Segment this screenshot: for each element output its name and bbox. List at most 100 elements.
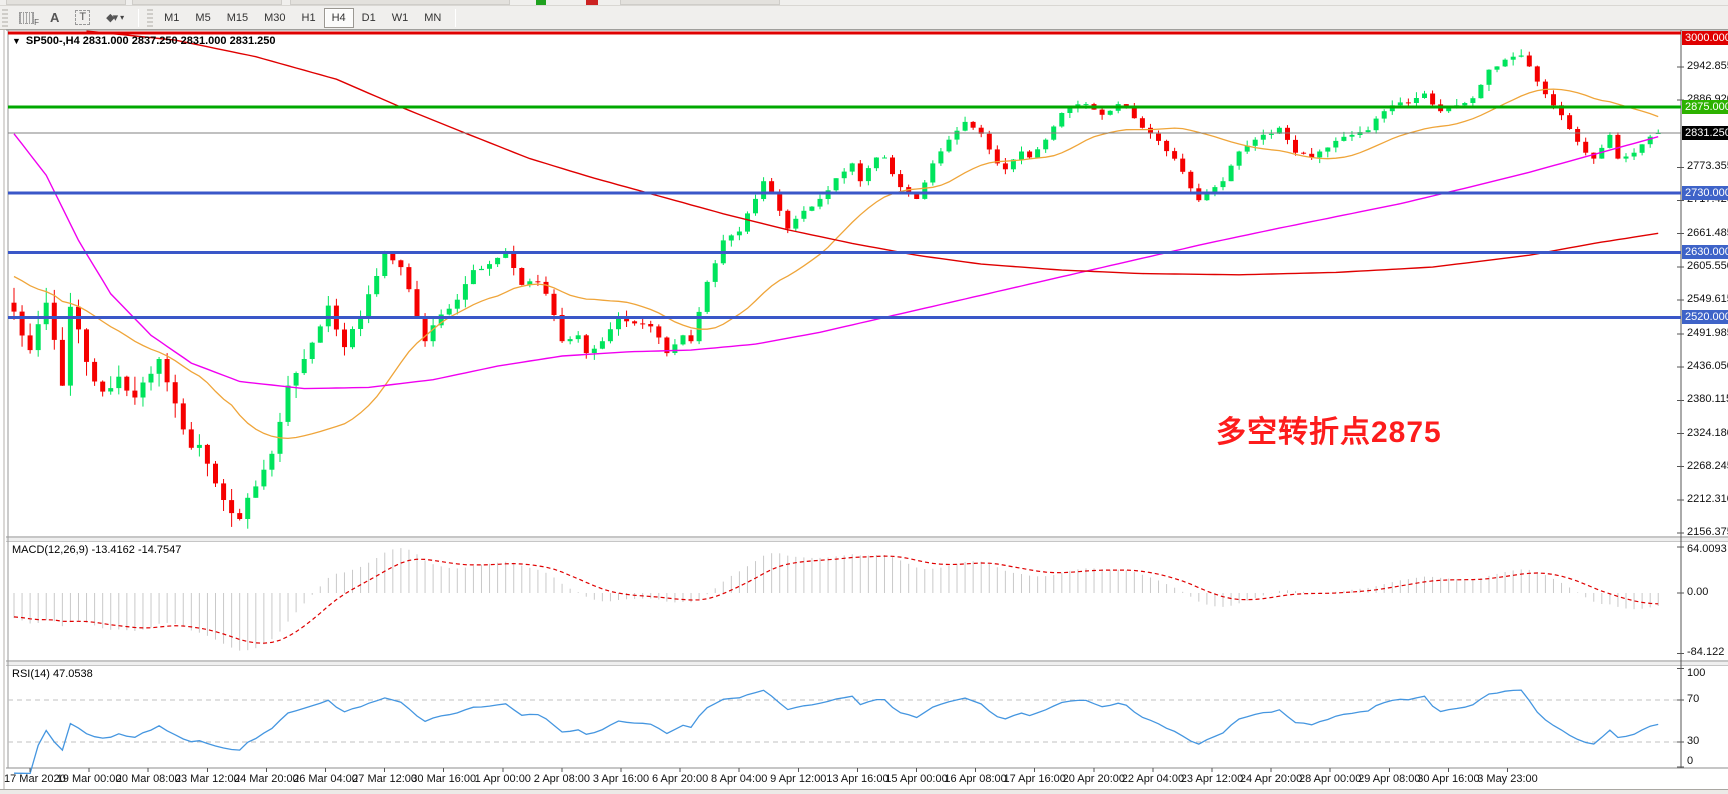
grid-f-icon: F xyxy=(19,11,39,27)
time-axis-label: 22 Apr 04:00 xyxy=(1121,773,1185,785)
price-badge-2875.000: 2875.000 xyxy=(1682,100,1728,115)
tf-button-mn[interactable]: MN xyxy=(424,11,442,24)
tf-button-m5[interactable]: M5 xyxy=(195,11,211,24)
rsi-indicator-label: RSI(14) 47.0538 xyxy=(12,668,93,680)
time-axis-label: 13 Apr 16:00 xyxy=(826,773,889,785)
time-axis-label: 19 Mar 00:00 xyxy=(56,773,122,785)
time-axis-label: 29 Apr 08:00 xyxy=(1358,773,1421,785)
grid-tool-button[interactable]: F xyxy=(11,8,42,28)
tf-button-h4[interactable]: H4 xyxy=(323,7,354,28)
tf-button-w1[interactable]: W1 xyxy=(391,11,409,24)
rsi-axis-label: 100 xyxy=(1687,667,1706,679)
price-tick-label: 2212.310 xyxy=(1687,492,1728,505)
time-axis-label: 6 Apr 20:00 xyxy=(651,773,709,785)
time-axis-label: 20 Mar 08:00 xyxy=(115,773,181,785)
time-axis-label: 9 Apr 12:00 xyxy=(770,773,827,785)
label-a-icon: A xyxy=(50,10,60,25)
rsi-line xyxy=(13,689,1659,775)
time-axis-label: 8 Apr 04:00 xyxy=(711,773,768,785)
rsi-axis-label: 30 xyxy=(1687,735,1700,747)
price-tick-label: 2942.855 xyxy=(1687,59,1728,72)
chart-background xyxy=(0,30,1728,794)
toolbar-separator xyxy=(138,8,140,27)
time-axis-label: 3 Apr 16:00 xyxy=(592,773,650,785)
ma-slow-red-line xyxy=(86,30,1659,276)
tf-button-h1[interactable]: H1 xyxy=(301,11,316,24)
time-axis-label: 24 Mar 20:00 xyxy=(233,773,299,785)
time-axis-label: 16 Apr 08:00 xyxy=(944,773,1007,785)
macd-indicator-label: MACD(12,26,9) -13.4162 -14.7547 xyxy=(12,544,182,556)
toolbar-separator xyxy=(455,8,457,27)
time-axis-label: 17 Apr 16:00 xyxy=(1003,773,1066,785)
toolbar-grip[interactable] xyxy=(147,8,154,27)
chart-title[interactable]: ▼ SP500-,H4 2831.000 2837.250 2831.000 28… xyxy=(12,35,275,47)
arrow-label-tool-button[interactable]: A xyxy=(42,8,67,28)
toolbar-stub xyxy=(620,0,780,5)
text-tool-button[interactable]: T xyxy=(67,8,98,28)
time-axis-label: 1 Apr 00:00 xyxy=(474,773,531,785)
price-tick-label: 2324.180 xyxy=(1687,426,1728,439)
tf-button-m15[interactable]: M15 xyxy=(226,11,249,24)
shapes-icon: ◆▾ xyxy=(106,12,118,24)
time-axis-label: 30 Mar 16:00 xyxy=(411,773,477,785)
text-t-icon: T xyxy=(75,10,91,25)
toolbar-stub xyxy=(132,0,282,5)
toolbar-stub xyxy=(290,0,510,5)
time-axis-label: 20 Apr 20:00 xyxy=(1062,773,1125,785)
top-toolbar-partial xyxy=(0,0,1728,6)
time-axis-label: 23 Apr 12:00 xyxy=(1180,773,1244,785)
ma-mid-magenta-line xyxy=(13,133,1659,390)
macd-histogram xyxy=(13,548,1659,651)
time-axis-label: 3 May 23:00 xyxy=(1477,773,1538,785)
time-axis-label: 17 Mar 2020 xyxy=(4,773,66,785)
macd-axis-label: -84.122 xyxy=(1687,646,1725,659)
new-order-partial-icon xyxy=(536,0,546,5)
time-axis-label: 27 Mar 12:00 xyxy=(352,773,418,785)
tf-button-m30[interactable]: M30 xyxy=(264,11,286,24)
price-tick-label: 2436.050 xyxy=(1687,360,1728,373)
price-tick-label: 2268.245 xyxy=(1687,459,1728,472)
time-axis-label: 24 Apr 20:00 xyxy=(1239,773,1303,785)
time-axis-label: 23 Mar 12:00 xyxy=(174,773,240,785)
chart-title-text: SP500-,H4 2831.000 2837.250 2831.000 283… xyxy=(25,35,276,47)
macd-axis-label: 0.00 xyxy=(1687,586,1709,598)
tf-button-d1[interactable]: D1 xyxy=(361,11,376,24)
shapes-tool-button[interactable]: ◆▾ ▾ xyxy=(98,8,132,28)
price-badge-2831.250: 2831.250 xyxy=(1682,126,1728,140)
price-badge-3000.000: 3000.000 xyxy=(1682,31,1728,45)
macd-signal-line xyxy=(13,555,1659,644)
symbol-dropdown-icon[interactable]: ▼ xyxy=(12,36,21,46)
timeframe-button-group: M1 M5 M15 M30 H1 H4 D1 W1 MN xyxy=(156,7,449,28)
time-axis-label: 28 Apr 00:00 xyxy=(1298,773,1362,785)
chart-toolbar: F A T ◆▾ ▾ M1 M5 M15 M30 H1 H4 D1 W1 MN xyxy=(0,6,1728,30)
time-axis-label: 15 Apr 00:00 xyxy=(885,773,948,785)
price-tick-label: 2491.985 xyxy=(1687,327,1728,340)
time-axis-label: 26 Mar 04:00 xyxy=(293,773,358,785)
price-badge-2520.000: 2520.000 xyxy=(1682,310,1728,325)
toolbar-grip[interactable] xyxy=(2,8,8,27)
partial-red-icon xyxy=(586,0,598,5)
chart-text-annotation[interactable]: 多空转折点2875 xyxy=(1216,416,1442,449)
rsi-axis-label: 70 xyxy=(1687,693,1700,705)
toolbar-stub xyxy=(6,0,126,5)
price-tick-label: 2156.375 xyxy=(1687,525,1728,538)
price-badge-2630.000: 2630.000 xyxy=(1682,245,1728,260)
time-axis-label: 2 Apr 08:00 xyxy=(533,773,591,785)
price-tick-label: 2380.115 xyxy=(1687,393,1728,406)
price-tick-label: 2549.615 xyxy=(1687,292,1728,305)
price-tick-label: 2605.550 xyxy=(1687,259,1728,272)
chevron-down-icon: ▾ xyxy=(120,13,125,22)
price-badge-2730.000: 2730.000 xyxy=(1682,186,1728,201)
rsi-axis-label: 0 xyxy=(1687,755,1694,767)
pane-splitter[interactable] xyxy=(6,662,1728,665)
macd-axis-label: 64.0093 xyxy=(1687,543,1727,555)
status-strip xyxy=(0,789,1728,794)
price-tick-label: 2661.485 xyxy=(1687,226,1728,239)
pane-splitter[interactable] xyxy=(6,538,1728,541)
price-tick-label: 2773.355 xyxy=(1687,160,1728,173)
ma-fast-orange-line xyxy=(13,88,1659,440)
tf-button-m1[interactable]: M1 xyxy=(164,11,180,24)
time-axis-label: 30 Apr 16:00 xyxy=(1417,773,1480,785)
